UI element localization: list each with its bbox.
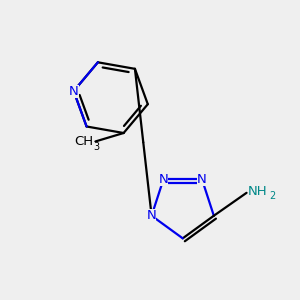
Text: NH: NH xyxy=(248,185,268,198)
Text: 3: 3 xyxy=(94,142,100,152)
Text: N: N xyxy=(159,172,168,186)
Text: N: N xyxy=(197,172,207,186)
Text: 2: 2 xyxy=(269,191,275,201)
Text: CH: CH xyxy=(75,135,94,148)
Text: N: N xyxy=(147,209,157,222)
Text: N: N xyxy=(69,85,79,98)
